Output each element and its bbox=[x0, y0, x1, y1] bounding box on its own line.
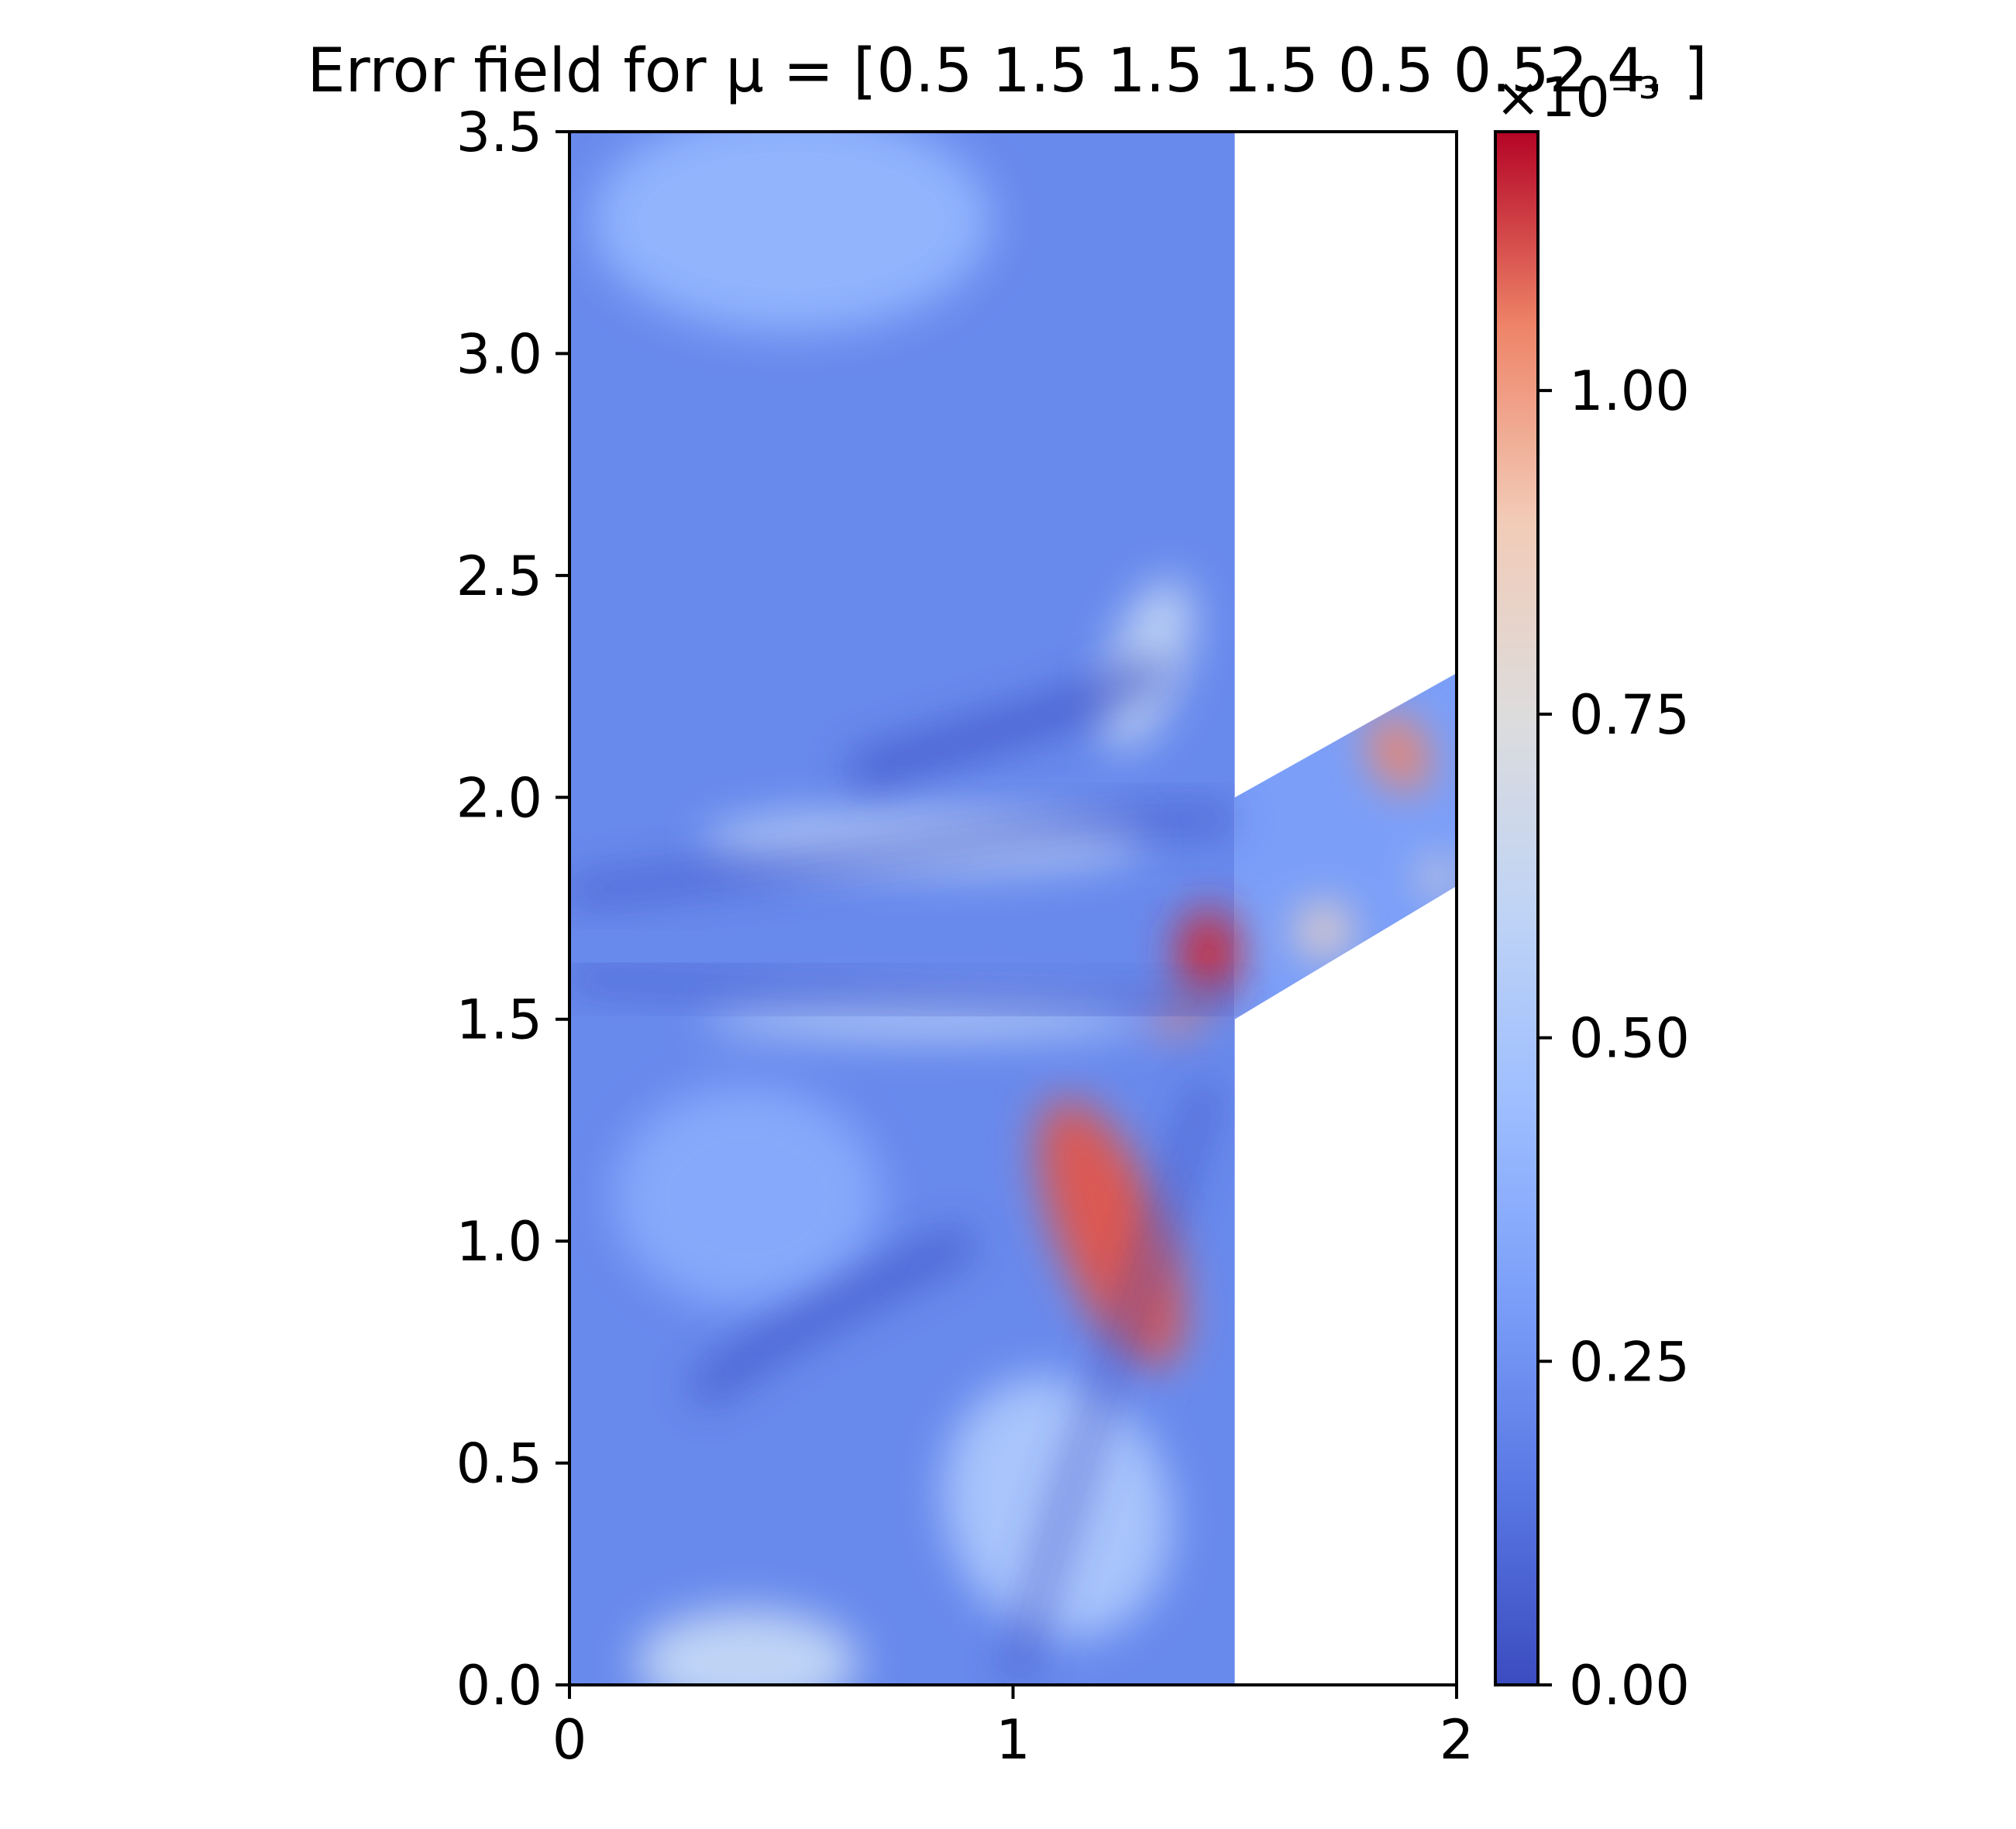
y-tick-label: 2.5 bbox=[456, 545, 542, 608]
hotspot-10 bbox=[592, 109, 991, 331]
colorbar-offset-label: ×10⁻³ bbox=[1495, 66, 1660, 129]
x-tick-label: 2 bbox=[1440, 1708, 1474, 1772]
colorbar-tick-label: 0.25 bbox=[1569, 1330, 1690, 1394]
hotspot-9 bbox=[636, 1610, 858, 1716]
hotspot-2 bbox=[1151, 1008, 1204, 1030]
colorbar-tick-label: 0.75 bbox=[1569, 683, 1690, 747]
x-tick-label: 1 bbox=[996, 1708, 1030, 1772]
colorbar-tick-label: 0.00 bbox=[1569, 1654, 1690, 1717]
colorbar-tick-label: 0.50 bbox=[1569, 1007, 1690, 1071]
hotspot-5 bbox=[1421, 859, 1457, 895]
y-axis: 0.0 0.5 1.0 1.5 2.0 2.5 3.0 3.5 bbox=[456, 101, 569, 1717]
hotspot-4 bbox=[1297, 904, 1350, 957]
y-tick-label: 0.5 bbox=[456, 1432, 542, 1496]
field-arm-background bbox=[1235, 673, 1457, 1019]
colorbar-ticks: 0.00 0.25 0.50 0.75 1.00 bbox=[1538, 359, 1690, 1717]
colorbar-tick-label: 1.00 bbox=[1569, 359, 1690, 423]
x-axis: 0 1 2 bbox=[552, 1685, 1474, 1772]
y-tick-label: 1.5 bbox=[456, 988, 542, 1052]
colorbar: 0.00 0.25 0.50 0.75 1.00 ×10⁻³ bbox=[1495, 66, 1690, 1717]
hotspot-1 bbox=[1177, 909, 1239, 998]
error-field bbox=[569, 109, 1457, 1716]
y-tick-label: 0.0 bbox=[456, 1654, 542, 1717]
y-tick-label: 3.0 bbox=[456, 322, 542, 386]
x-tick-label: 0 bbox=[552, 1708, 587, 1772]
colorbar-gradient bbox=[1495, 132, 1538, 1685]
y-tick-label: 1.0 bbox=[456, 1210, 542, 1274]
y-tick-label: 2.0 bbox=[456, 766, 542, 830]
hotspot-11 bbox=[614, 1086, 880, 1308]
y-tick-label: 3.5 bbox=[456, 101, 542, 164]
